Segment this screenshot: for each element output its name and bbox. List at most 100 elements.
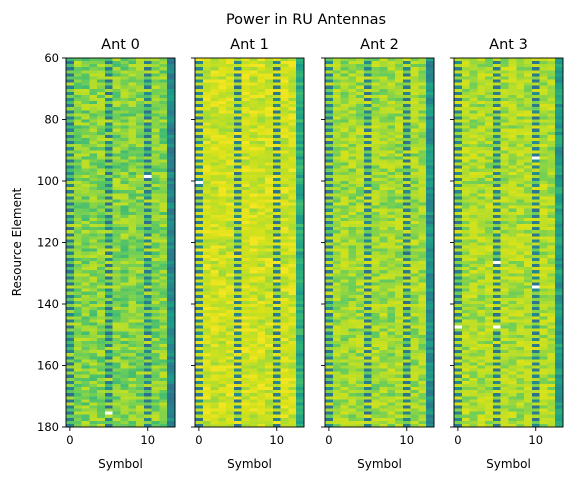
heatmap-cell bbox=[136, 211, 145, 216]
heatmap-cell bbox=[136, 368, 145, 373]
heatmap-cell bbox=[363, 214, 373, 219]
heatmap-cell bbox=[195, 76, 204, 80]
heatmap-cell bbox=[233, 236, 243, 240]
heatmap-cell bbox=[296, 304, 305, 308]
heatmap-cell bbox=[402, 420, 412, 425]
heatmap-cell bbox=[151, 58, 160, 62]
heatmap-cell bbox=[226, 190, 235, 194]
heatmap-cell bbox=[257, 331, 266, 336]
heatmap-cell bbox=[395, 374, 404, 379]
heatmap-cell bbox=[167, 307, 176, 311]
heatmap-cell bbox=[257, 159, 266, 163]
heatmap-cell bbox=[356, 411, 365, 416]
heatmap-cell bbox=[395, 101, 404, 105]
heatmap-cell bbox=[395, 282, 404, 286]
heatmap-cell bbox=[66, 153, 75, 157]
heatmap-cell bbox=[257, 202, 266, 207]
heatmap-cell bbox=[296, 383, 305, 388]
heatmap-cell bbox=[265, 61, 274, 65]
heatmap-cell bbox=[325, 128, 334, 133]
heatmap-cell bbox=[143, 380, 153, 385]
heatmap-cell bbox=[296, 276, 305, 280]
heatmap-cell bbox=[112, 196, 121, 200]
heatmap-cell bbox=[340, 236, 349, 240]
heatmap-cell bbox=[143, 171, 153, 176]
heatmap-cell bbox=[387, 64, 396, 68]
heatmap-cell bbox=[426, 125, 435, 130]
heatmap-cell bbox=[371, 399, 380, 403]
heatmap-cell bbox=[280, 144, 289, 148]
heatmap-cell bbox=[151, 288, 160, 293]
heatmap-cell bbox=[379, 374, 388, 379]
heatmap-cell bbox=[195, 285, 204, 290]
heatmap-cell bbox=[418, 267, 427, 271]
heatmap-cell bbox=[159, 337, 168, 342]
heatmap-cell bbox=[195, 64, 204, 68]
heatmap-cell bbox=[379, 230, 388, 234]
heatmap-cell bbox=[356, 251, 365, 256]
heatmap-cell bbox=[371, 150, 380, 154]
heatmap-cell bbox=[280, 61, 289, 65]
heatmap-cell bbox=[325, 331, 334, 336]
heatmap-cell bbox=[348, 411, 357, 416]
heatmap-cell bbox=[325, 307, 334, 311]
heatmap-cell bbox=[195, 377, 204, 382]
heatmap-cell bbox=[104, 110, 114, 114]
heatmap-cell bbox=[89, 245, 98, 250]
heatmap-cell bbox=[348, 125, 357, 130]
heatmap-cell bbox=[325, 85, 334, 90]
heatmap-cell bbox=[73, 267, 82, 271]
heatmap-cell bbox=[128, 162, 137, 167]
heatmap-cell bbox=[410, 399, 419, 403]
heatmap-cell bbox=[257, 245, 266, 250]
heatmap-cell bbox=[202, 347, 211, 351]
heatmap-cell bbox=[233, 408, 243, 413]
heatmap-cell bbox=[265, 393, 274, 397]
heatmap-cell bbox=[418, 313, 427, 317]
heatmap-cell bbox=[81, 405, 90, 409]
heatmap-cell bbox=[418, 110, 427, 114]
heatmap-cell bbox=[371, 190, 380, 194]
heatmap-cell bbox=[356, 190, 365, 194]
heatmap-cell bbox=[325, 214, 334, 219]
heatmap-cell bbox=[371, 365, 380, 369]
heatmap-cell bbox=[136, 362, 145, 366]
heatmap-cell bbox=[218, 328, 227, 333]
heatmap-cell bbox=[356, 390, 365, 394]
heatmap-cell bbox=[151, 184, 160, 188]
heatmap-cell bbox=[73, 196, 82, 200]
heatmap-cell bbox=[257, 276, 266, 280]
heatmap-cell bbox=[265, 174, 274, 179]
heatmap-cell bbox=[143, 304, 153, 308]
heatmap-cell bbox=[202, 107, 211, 111]
heatmap-cell bbox=[325, 171, 334, 176]
heatmap-cell bbox=[280, 199, 289, 203]
heatmap-cell bbox=[195, 61, 204, 65]
heatmap-cell bbox=[66, 76, 75, 80]
heatmap-cell bbox=[241, 393, 250, 397]
heatmap-cell bbox=[395, 171, 404, 176]
heatmap-cell bbox=[226, 208, 235, 213]
heatmap-cell bbox=[233, 141, 243, 145]
heatmap-cell bbox=[395, 177, 404, 182]
heatmap-cell bbox=[332, 260, 341, 265]
heatmap-cell bbox=[136, 85, 145, 90]
heatmap-cell bbox=[272, 423, 282, 428]
heatmap-cell bbox=[218, 414, 227, 419]
heatmap-cell bbox=[210, 282, 219, 286]
heatmap-cell bbox=[73, 101, 82, 105]
heatmap-cell bbox=[81, 325, 90, 330]
heatmap-cell bbox=[167, 236, 176, 240]
heatmap-cell bbox=[272, 205, 282, 210]
heatmap-cell bbox=[120, 347, 129, 351]
heatmap-cell bbox=[120, 153, 129, 157]
heatmap-cell bbox=[73, 276, 82, 280]
heatmap-cell bbox=[340, 64, 349, 68]
heatmap-cell bbox=[379, 171, 388, 176]
heatmap-cell bbox=[410, 417, 419, 422]
heatmap-cell bbox=[296, 328, 305, 333]
heatmap-cell bbox=[257, 334, 266, 339]
heatmap-cell bbox=[325, 251, 334, 256]
heatmap-cell bbox=[241, 144, 250, 148]
heatmap-cell bbox=[97, 267, 106, 271]
